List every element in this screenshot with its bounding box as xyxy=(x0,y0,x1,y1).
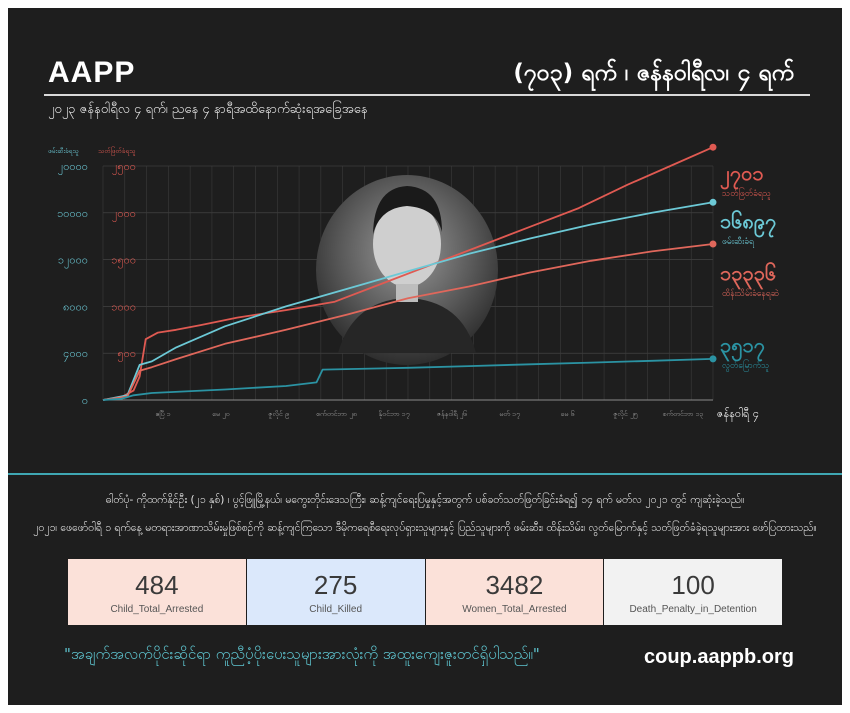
y-axis-title: သတ်ဖြတ်ခံရသူ xyxy=(98,146,136,156)
x-tick-label: ဧပြီ ၁ xyxy=(155,410,170,419)
header-divider xyxy=(44,94,810,96)
footer-thanks: "အချက်အလက်ပိုင်းဆိုင်ရာ ကူညီပံ့ပိုးပေးသူ… xyxy=(64,645,540,663)
stat-label: Death_Penalty_in_Detention xyxy=(629,603,757,615)
x-tick-label: မေ ၂၀ xyxy=(212,410,229,419)
stat-value: 100 xyxy=(671,569,715,600)
x-tick-label: ဇူလိုင် ၉ xyxy=(268,410,289,419)
stat-value: 275 xyxy=(313,569,358,600)
y-tick-label: ၂၀၀၀၀ xyxy=(58,160,88,175)
stat-label: Child_Killed xyxy=(309,603,363,615)
y-tick-label: ၄၀၀၀ xyxy=(63,347,88,362)
y-tick-label: ၈၀၀၀ xyxy=(63,300,88,313)
portrait-photo xyxy=(316,175,498,365)
series-end-marker xyxy=(709,240,717,248)
stat-value: 3482 xyxy=(485,569,544,600)
brand-logo: AAPP xyxy=(48,56,136,89)
chart-series xyxy=(102,143,717,401)
legend-label: ဖမ်းဆီးခံရ xyxy=(722,236,755,248)
stats-panel: 484 Child_Total_Arrested 275 Child_Kille… xyxy=(68,559,782,625)
x-end-label: ဇန်နဝါရီ ၄ xyxy=(717,407,759,422)
legend-value: ၃၅၁၇ xyxy=(720,333,765,362)
stat-child-arrested: 484 Child_Total_Arrested xyxy=(68,559,246,625)
photo-caption: ဓါတ်ပုံ- ကိုထက်နိုင်ဦး (၂၁ နှစ်) ၊ ပွင့်… xyxy=(105,494,745,506)
x-tick-label: စက်တင်ဘာ ၁၃ xyxy=(662,410,703,419)
infographic-card: AAPP (၇၀၃) ရက် ၊ ဇန်နဝါရီလ၊ ၄ ရက် ၂၀၂၃ ဇ… xyxy=(8,8,842,705)
chart-legend: ၂၇၀၁သတ်ဖြတ်ခံရသူ၁၆၈၉၇ဖမ်းဆီးခံရ၁၃၃၃၆ထိန်… xyxy=(720,161,779,372)
stat-women-arrested: 3482 Women_Total_Arrested xyxy=(425,559,604,625)
x-tick-label: ဇန်နဝါရီ ၂၆ xyxy=(437,410,467,419)
y-tick-label: ၂၅၀၀ xyxy=(112,160,136,175)
x-axis: ဧပြီ ၁ မေ ၂၀ ဇူလိုင် ၉ စက်တင်ဘာ ၂၈ နိုဝင်ဘာ … xyxy=(155,407,759,422)
y-tick-label: ၁၅၀၀ xyxy=(111,254,136,269)
legend-label: ထိန်းသိမ်းခံနေရဆဲ xyxy=(722,288,779,300)
y-tick-label: ၁၀၀၀၀ xyxy=(57,207,88,220)
stat-label: Child_Total_Arrested xyxy=(110,603,204,615)
description-note: ၂၀၂၁၊ ဖေဖော်ဝါရီ ၁ ရက်နေ့ မတရားအာဏာသိမ်း… xyxy=(33,522,817,534)
section-divider xyxy=(8,473,842,475)
series-end-marker xyxy=(709,143,717,151)
x-tick-label: ဇူလိုင် ၂၅ xyxy=(613,410,637,419)
series-line xyxy=(102,358,714,401)
subtitle: ၂၀၂၃ ဇန်နဝါရီလ ၄ ရက်၊ ညနေ ၄ နာရီအထိနောက်… xyxy=(48,102,368,117)
website-link[interactable]: coup.aappb.org xyxy=(644,646,794,668)
x-tick-label: မတ် ၁၇ xyxy=(499,410,520,419)
stat-child-killed: 275 Child_Killed xyxy=(246,559,425,625)
y-axis-title: ဖမ်းဆီးခံရသူ xyxy=(48,147,79,156)
series-end-marker xyxy=(709,198,717,206)
y-tick-label: ၂၀၀၀ xyxy=(112,207,136,222)
legend-label: လွတ်မြောက်သူ xyxy=(722,359,769,372)
x-tick-label: နိုဝင်ဘာ ၁၇ xyxy=(379,410,410,419)
x-tick-label: စက်တင်ဘာ ၂၈ xyxy=(316,410,357,419)
series-line xyxy=(102,201,714,401)
stat-value: 484 xyxy=(135,569,179,600)
legend-value: ၁၃၃၃၆ xyxy=(720,261,776,290)
stat-death-penalty: 100 Death_Penalty_in_Detention xyxy=(604,559,782,625)
x-tick-label: မေ ၆ xyxy=(560,410,574,418)
y-tick-label: ၅၀၀ xyxy=(117,347,136,362)
series-line xyxy=(102,146,714,401)
y-tick-label: ၁၂၀၀၀ xyxy=(58,254,88,269)
legend-value: ၁၆၈၉၇ xyxy=(720,209,776,238)
y-tick-label: ၀ xyxy=(82,394,88,407)
series-line xyxy=(102,243,714,401)
legend-value: ၂၇၀၁ xyxy=(720,161,764,190)
headline: (၇၀၃) ရက် ၊ ဇန်နဝါရီလ၊ ၄ ရက် xyxy=(513,60,794,86)
legend-label: သတ်ဖြတ်ခံရသူ xyxy=(721,187,771,200)
stat-label: Women_Total_Arrested xyxy=(462,603,567,615)
y-tick-label: ၁၀၀၀ xyxy=(111,300,136,313)
series-end-marker xyxy=(709,355,717,363)
